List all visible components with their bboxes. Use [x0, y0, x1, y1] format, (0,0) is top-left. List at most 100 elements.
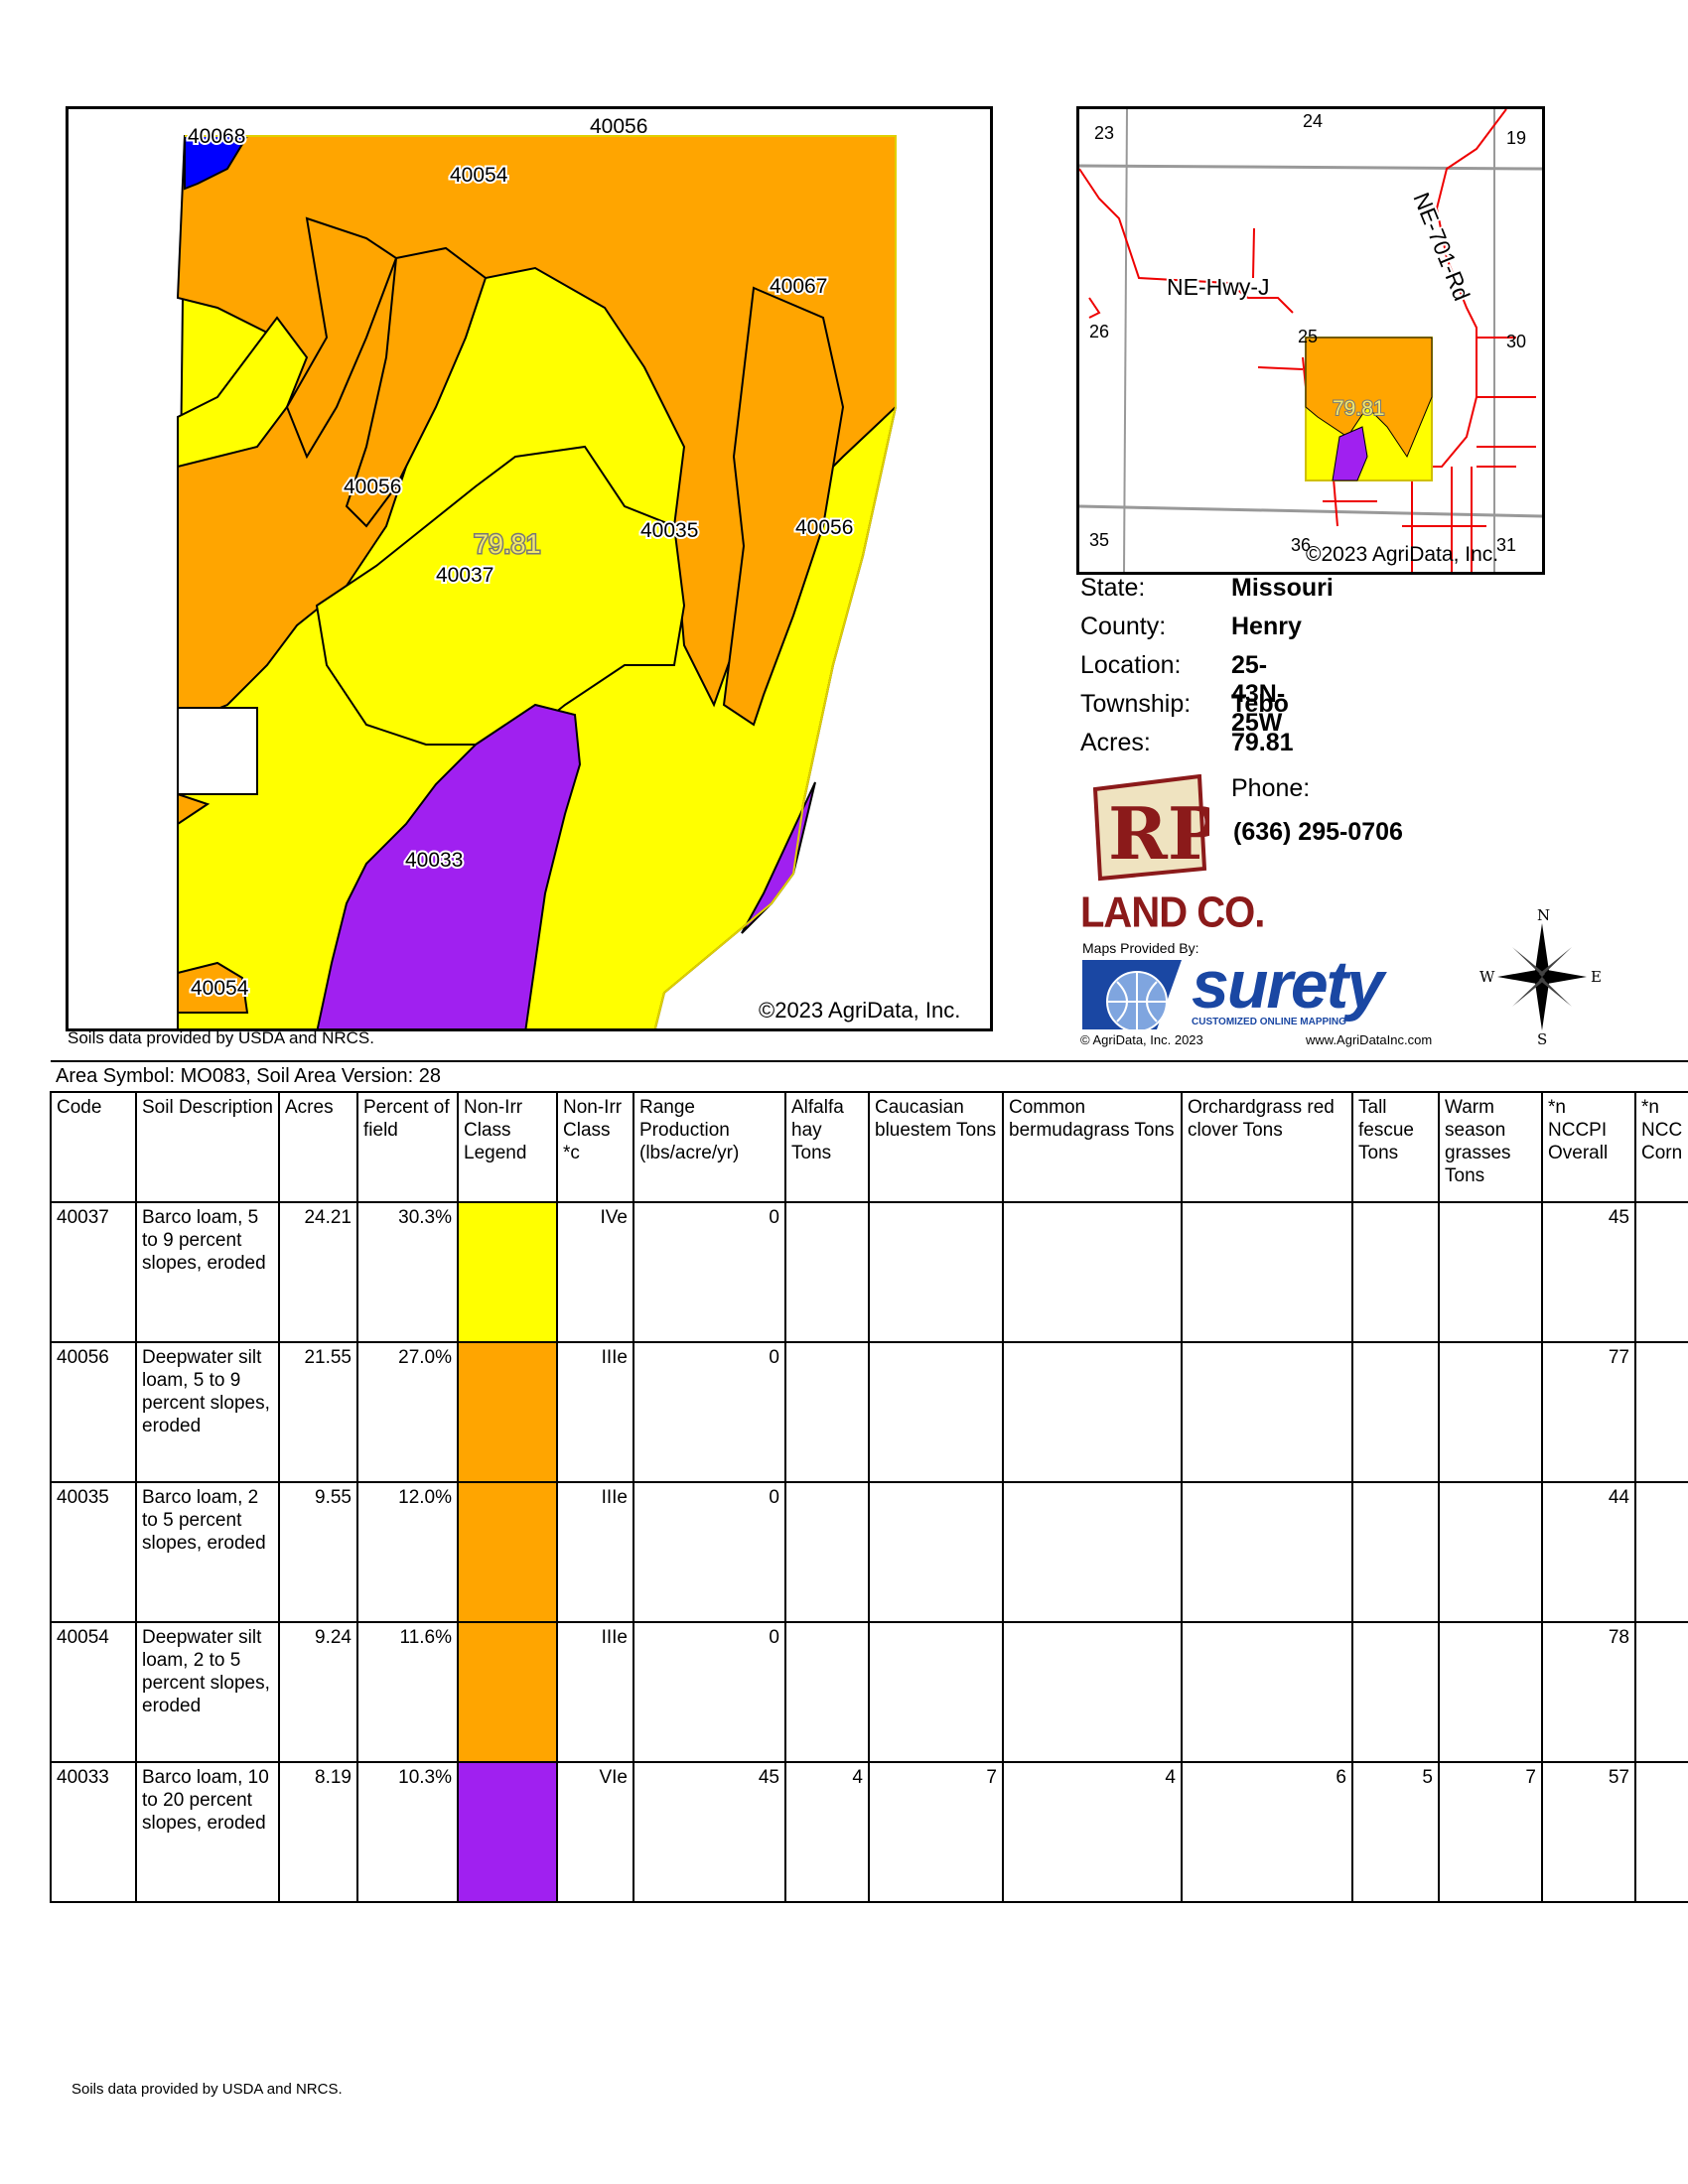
col-header-ncc-corn: *n NCC Corn	[1634, 1091, 1688, 1203]
info-location-key: Location:	[1080, 651, 1182, 679]
table-row: 40054 Deepwater silt loam, 2 to 5 percent…	[50, 1621, 1688, 1763]
col-header-alfalfa: Alfalfa hay Tons	[784, 1091, 870, 1203]
cell-bermuda: 4	[1002, 1761, 1183, 1903]
cell-class: IVe	[556, 1201, 634, 1343]
cell-percent: 27.0%	[356, 1341, 459, 1483]
col-header-legend: Non-Irr Class Legend	[457, 1091, 558, 1203]
locator-section-25: 25	[1298, 327, 1318, 346]
cell-range: 0	[633, 1341, 786, 1483]
cell-alfalfa: 4	[784, 1761, 870, 1903]
soil-map[interactable]: 40068 40056 40054 40067 40056 40035 4005…	[66, 106, 993, 1031]
map-label-40054-top: 40054	[450, 164, 508, 187]
rp-logo-icon: RP	[1092, 773, 1221, 882]
cell-code: 40037	[50, 1201, 137, 1343]
locator-road-701: NE-701-Rd	[1408, 189, 1475, 304]
cell-orchard	[1181, 1201, 1353, 1343]
cell-range: 0	[633, 1201, 786, 1343]
cell-tall-fescue	[1351, 1621, 1440, 1763]
map-label-40037: 40037	[436, 564, 493, 587]
table-row: 40033 Barco loam, 10 to 20 percent slopes…	[50, 1761, 1688, 1903]
cell-nccpi: 45	[1541, 1201, 1636, 1343]
cell-ncc-corn	[1634, 1761, 1688, 1903]
cell-alfalfa	[784, 1621, 870, 1763]
cell-bermuda	[1002, 1621, 1183, 1763]
cell-nccpi: 57	[1541, 1761, 1636, 1903]
cell-class: VIe	[556, 1761, 634, 1903]
table-row: 40037 Barco loam, 5 to 9 percent slopes, …	[50, 1201, 1688, 1343]
cell-ncc-corn	[1634, 1201, 1688, 1343]
cell-orchard	[1181, 1621, 1353, 1763]
cell-code: 40033	[50, 1761, 137, 1903]
locator-section-23: 23	[1094, 123, 1114, 143]
table-row: 40056 Deepwater silt loam, 5 to 9 percent…	[50, 1341, 1688, 1483]
info-phone-key: Phone:	[1231, 774, 1311, 802]
agridata-url[interactable]: www.AgriDataInc.com	[1306, 1032, 1433, 1047]
table-row: 40035 Barco loam, 2 to 5 percent slopes, …	[50, 1481, 1688, 1623]
info-acres-value: 79.81	[1231, 729, 1294, 756]
map-label-40054-bottom: 40054	[191, 977, 249, 1000]
table-header-row: Code Soil Description Acres Percent of f…	[50, 1091, 1688, 1203]
cell-legend-swatch	[457, 1201, 558, 1343]
cell-acres: 9.55	[278, 1481, 358, 1623]
info-county-key: County:	[1080, 613, 1167, 640]
compass-n: N	[1537, 906, 1550, 924]
locator-section-31: 31	[1496, 535, 1516, 555]
locator-map[interactable]: 79.81 23 24 19 26 25 30 35 36 31 NE-Hwy-…	[1076, 106, 1545, 575]
col-header-acres: Acres	[278, 1091, 358, 1203]
cell-alfalfa	[784, 1201, 870, 1343]
soil-table-body: 40037 Barco loam, 5 to 9 percent slopes, …	[50, 1201, 1688, 1903]
cell-acres: 9.24	[278, 1621, 358, 1763]
cell-orchard: 6	[1181, 1761, 1353, 1903]
locator-section-24: 24	[1303, 111, 1323, 131]
compass-rose: N S W E	[1477, 905, 1607, 1048]
cell-percent: 12.0%	[356, 1481, 459, 1623]
globe-icon	[1082, 960, 1182, 1032]
cell-description: Barco loam, 2 to 5 percent slopes, erode…	[135, 1481, 280, 1623]
cell-tall-fescue	[1351, 1341, 1440, 1483]
cell-code: 40054	[50, 1621, 137, 1763]
cell-class: IIIe	[556, 1481, 634, 1623]
cell-ncc-corn	[1634, 1621, 1688, 1763]
cell-nccpi: 44	[1541, 1481, 1636, 1623]
info-state-value: Missouri	[1231, 574, 1334, 602]
compass-s: S	[1537, 1030, 1547, 1044]
cell-orchard	[1181, 1341, 1353, 1483]
cell-bermuda	[1002, 1341, 1183, 1483]
col-header-description: Soil Description	[135, 1091, 280, 1203]
surety-globe	[1082, 960, 1182, 1032]
map-label-40035: 40035	[640, 519, 698, 542]
cell-legend-swatch	[457, 1621, 558, 1763]
cell-alfalfa	[784, 1341, 870, 1483]
cell-range: 0	[633, 1621, 786, 1763]
locator-section-26: 26	[1089, 322, 1109, 341]
info-acres-key: Acres:	[1080, 729, 1151, 756]
soil-table-container: Area Symbol: MO083, Soil Area Version: 2…	[50, 1060, 1688, 1903]
cell-percent: 11.6%	[356, 1621, 459, 1763]
cell-acres: 8.19	[278, 1761, 358, 1903]
compass-icon: N S W E	[1479, 906, 1602, 1048]
footer-source-note: Soils data provided by USDA and NRCS.	[71, 2081, 343, 2098]
info-phone-value: (636) 295-0706	[1233, 818, 1403, 846]
map-label-40056-right: 40056	[795, 516, 853, 539]
col-header-tall-fescue: Tall fescue Tons	[1351, 1091, 1440, 1203]
cell-ncc-corn	[1634, 1341, 1688, 1483]
map-label-40056-mid: 40056	[344, 476, 401, 498]
cell-warm-season	[1438, 1201, 1543, 1343]
info-township-value: Tebo	[1231, 690, 1289, 718]
map-label-40068: 40068	[188, 125, 245, 148]
map-copyright: ©2023 AgriData, Inc.	[759, 998, 960, 1023]
info-state-key: State:	[1080, 574, 1146, 602]
cell-caucasian	[868, 1341, 1004, 1483]
cell-tall-fescue	[1351, 1201, 1440, 1343]
locator-copyright: ©2023 AgriData, Inc.	[1306, 543, 1498, 566]
cell-percent: 10.3%	[356, 1761, 459, 1903]
info-location-value: 25-43N-25W	[1231, 651, 1286, 737]
cell-caucasian	[868, 1201, 1004, 1343]
info-county-value: Henry	[1231, 613, 1302, 640]
cell-warm-season	[1438, 1481, 1543, 1623]
maps-provided-label: Maps Provided By:	[1082, 940, 1199, 956]
map-label-40067: 40067	[770, 275, 827, 298]
cell-class: IIIe	[556, 1341, 634, 1483]
cell-legend-swatch	[457, 1761, 558, 1903]
locator-acres-label: 79.81	[1333, 397, 1385, 420]
